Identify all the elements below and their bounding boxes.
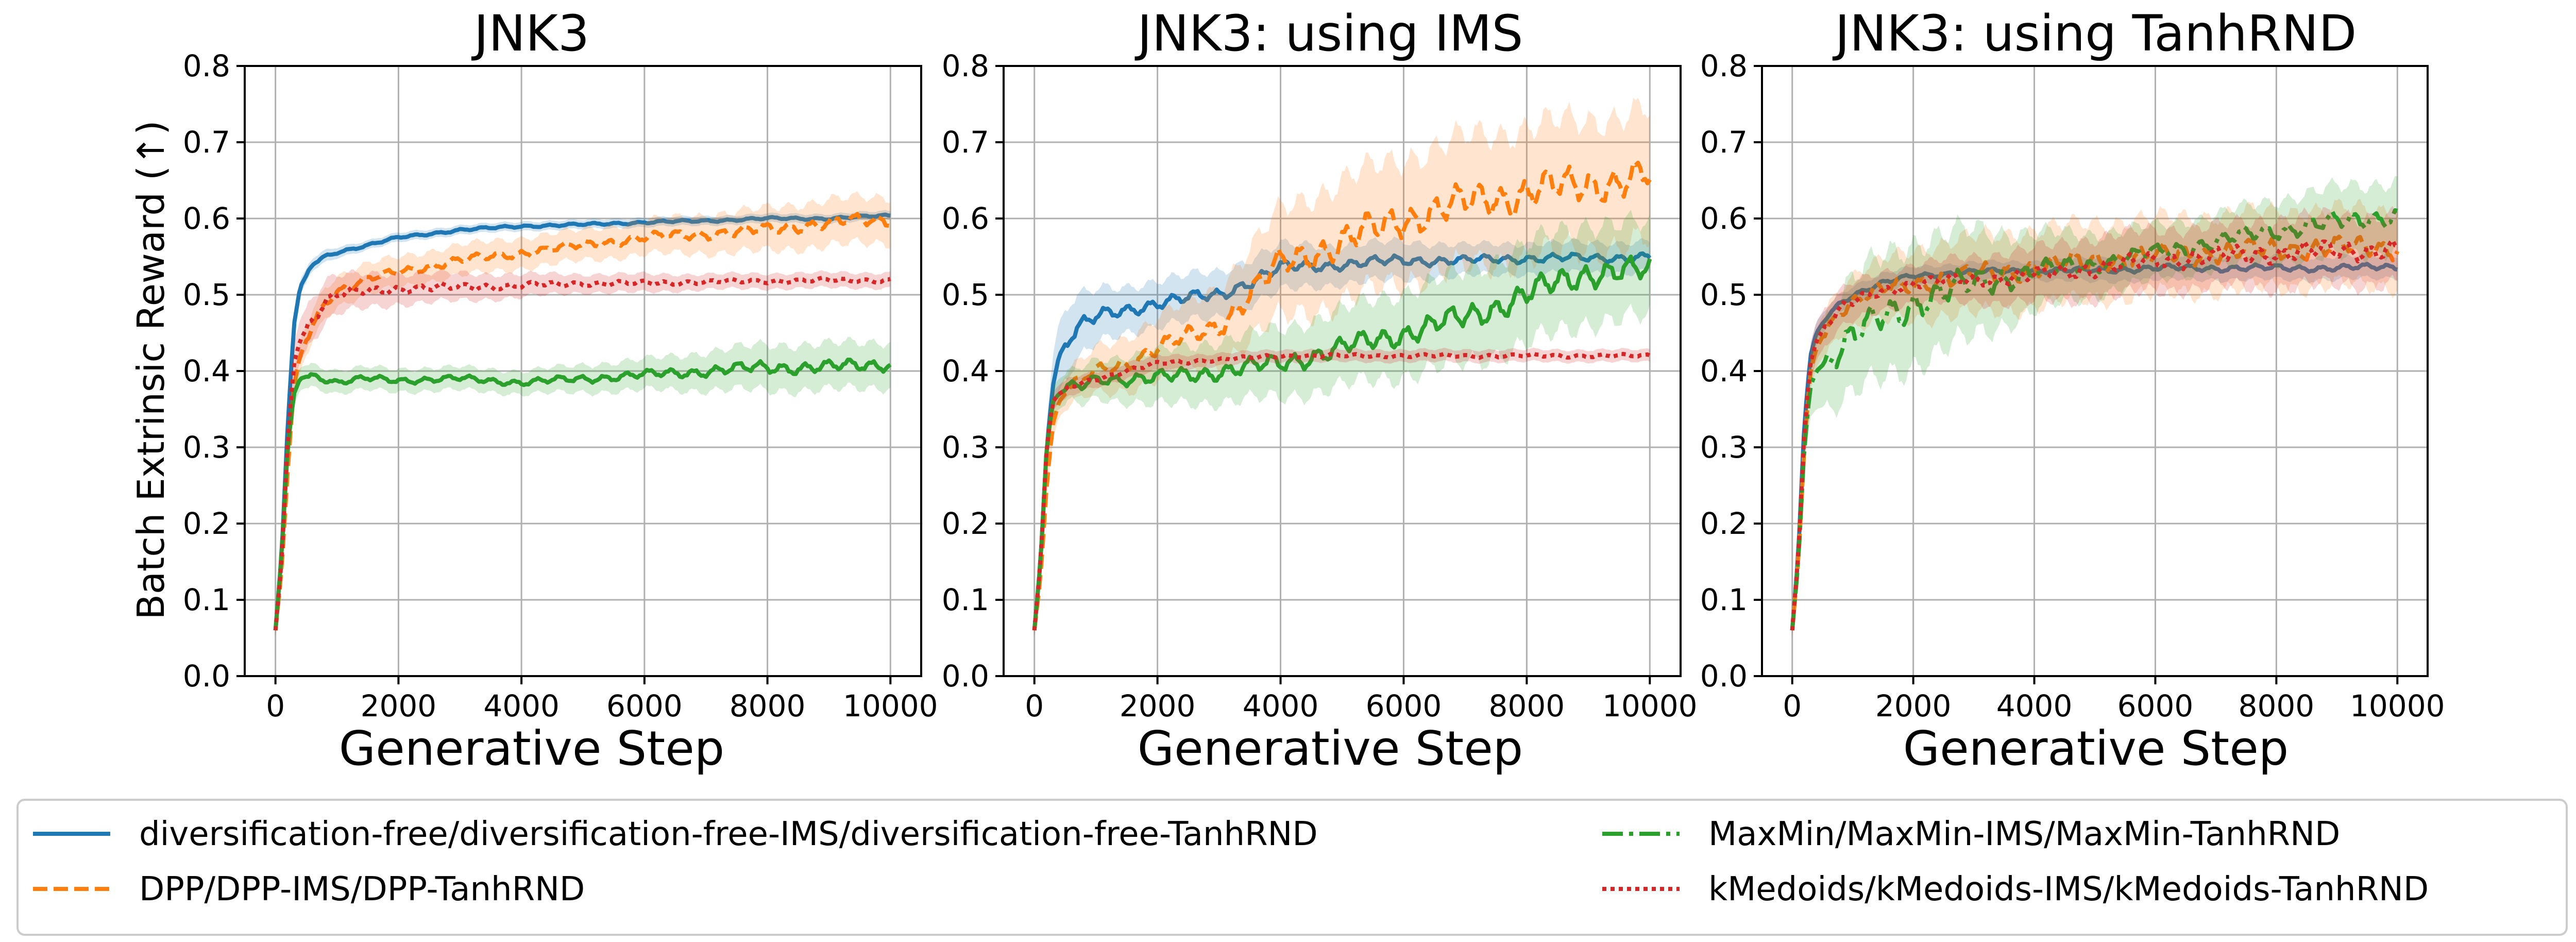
y-tick-label-jnk3: 0.3 xyxy=(183,430,230,465)
panel-jnk3-ims: JNK3: using IMS Generative Step 0 2000 400… xyxy=(942,5,1698,776)
line-dpp xyxy=(273,212,891,631)
y-tick-label-jnk3-using-ims: 0.6 xyxy=(942,201,989,236)
x-tick-label-jnk3: 0 xyxy=(266,688,285,724)
line-kmedoids xyxy=(273,276,891,631)
x-tick-label-jnk3-using-ims: 10000 xyxy=(1602,688,1698,724)
panel-title-jnk3-tanhrnd: JNK3: using TanhRND xyxy=(1833,5,2357,62)
y-tick-label-jnk3-using-tanhrnd: 0.1 xyxy=(1700,582,1748,617)
y-tick-label-jnk3: 0.8 xyxy=(183,48,230,83)
y-tick-label-jnk3: 0.6 xyxy=(183,201,230,236)
x-tick-label-jnk3-using-ims: 4000 xyxy=(1243,688,1319,724)
y-tick-label-jnk3-using-tanhrnd: 0.5 xyxy=(1700,277,1748,312)
x-tick-label-jnk3: 8000 xyxy=(730,688,806,724)
y-tick-label-jnk3-using-ims: 0.5 xyxy=(942,277,989,312)
panel-title-jnk3: JNK3 xyxy=(471,5,589,62)
x-tick-label-jnk3-using-ims: 8000 xyxy=(1489,688,1565,724)
line-maxmin-tanhrnd xyxy=(1790,208,2398,631)
line-maxmin-ims xyxy=(1032,254,1652,631)
line-diversification-free-ims xyxy=(1032,251,1652,631)
band-dpp-tanhrnd xyxy=(1792,198,2398,636)
y-tick-label-jnk3-using-ims: 0.1 xyxy=(942,582,989,617)
y-tick-label-jnk3-using-ims: 0.7 xyxy=(942,125,989,160)
y-tick-label-jnk3: 0.4 xyxy=(183,354,230,389)
y-tick-label-jnk3-using-ims: 0.2 xyxy=(942,506,989,541)
line-maxmin xyxy=(273,358,892,631)
line-kmedoids-tanhrnd xyxy=(1790,238,2398,631)
line-diversification-free-tanhrnd xyxy=(1790,262,2398,631)
legend-label-maxmin: MaxMin/MaxMin-IMS/MaxMin-TanhRND xyxy=(1708,815,2340,853)
legend-entry-maxmin: MaxMin/MaxMin-IMS/MaxMin-TanhRND xyxy=(1602,815,2340,853)
y-tick-label-jnk3: 0.7 xyxy=(183,125,230,160)
x-tick-label-jnk3-using-tanhrnd: 0 xyxy=(1783,688,1802,724)
band-dpp-ims xyxy=(1034,98,1650,636)
y-tick-label-jnk3-using-ims: 0.0 xyxy=(942,659,989,694)
y-tick-label-jnk3: 0.2 xyxy=(183,506,230,541)
legend-label-dpp: DPP/DPP-IMS/DPP-TanhRND xyxy=(139,870,585,909)
band-kmedoids xyxy=(275,268,891,636)
x-tick-label-jnk3: 2000 xyxy=(361,688,437,724)
band-maxmin xyxy=(275,337,891,636)
x-axis-label-jnk3-tanhrnd: Generative Step xyxy=(1903,721,2289,776)
panel-jnk3-tanhrnd: JNK3: using TanhRND Generative Step 0 200… xyxy=(1700,5,2445,776)
legend-entry-dpp: DPP/DPP-IMS/DPP-TanhRND xyxy=(33,870,585,909)
line-dpp-ims xyxy=(1032,160,1652,631)
y-tick-label-jnk3-using-tanhrnd: 0.8 xyxy=(1700,48,1748,83)
y-tick-label-jnk3-using-ims: 0.3 xyxy=(942,430,989,465)
x-tick-label-jnk3-using-tanhrnd: 8000 xyxy=(2239,688,2315,724)
y-tick-label-jnk3: 0.0 xyxy=(183,659,230,694)
legend-entry-diversification-free: diversification-free/diversification-fre… xyxy=(33,815,1318,853)
legend-label-kmedoids: kMedoids/kMedoids-IMS/kMedoids-TanhRND xyxy=(1708,870,2429,909)
line-diversification-free xyxy=(273,212,891,631)
x-tick-label-jnk3-using-tanhrnd: 2000 xyxy=(1875,688,1952,724)
x-tick-label-jnk3-using-ims: 6000 xyxy=(1366,688,1442,724)
x-tick-label-jnk3-using-tanhrnd: 4000 xyxy=(1996,688,2073,724)
x-tick-label-jnk3-using-ims: 0 xyxy=(1025,688,1044,724)
y-tick-label-jnk3: 0.5 xyxy=(183,277,230,312)
y-tick-label-jnk3-using-tanhrnd: 0.2 xyxy=(1700,506,1748,541)
panel-title-jnk3-ims: JNK3: using IMS xyxy=(1135,5,1523,62)
y-tick-label-jnk3-using-tanhrnd: 0.0 xyxy=(1700,659,1748,694)
y-tick-label-jnk3-using-tanhrnd: 0.3 xyxy=(1700,430,1748,465)
y-tick-label-jnk3-using-tanhrnd: 0.6 xyxy=(1700,201,1748,236)
x-tick-label-jnk3: 6000 xyxy=(606,688,683,724)
y-tick-label-jnk3: 0.1 xyxy=(183,582,230,617)
x-tick-label-jnk3-using-tanhrnd: 10000 xyxy=(2350,688,2445,724)
y-tick-label-jnk3-using-tanhrnd: 0.7 xyxy=(1700,125,1748,160)
x-tick-label-jnk3-using-tanhrnd: 6000 xyxy=(2117,688,2194,724)
y-tick-label-jnk3-using-ims: 0.8 xyxy=(942,48,989,83)
y-tick-label-jnk3-using-tanhrnd: 0.4 xyxy=(1700,354,1748,389)
band-maxmin-tanhrnd xyxy=(1792,176,2398,636)
y-tick-label-jnk3-using-ims: 0.4 xyxy=(942,354,989,389)
legend-entry-kmedoids: kMedoids/kMedoids-IMS/kMedoids-TanhRND xyxy=(1602,870,2429,909)
line-dpp-tanhrnd xyxy=(1790,234,2399,631)
x-axis-label-jnk3-ims: Generative Step xyxy=(1138,721,1523,776)
legend: diversification-free/diversification-fre… xyxy=(16,799,2568,936)
band-maxmin-ims xyxy=(1034,209,1650,636)
band-diversification-free-tanhrnd xyxy=(1792,252,2398,636)
x-tick-label-jnk3: 10000 xyxy=(843,688,938,724)
x-tick-label-jnk3-using-ims: 2000 xyxy=(1120,688,1196,724)
band-kmedoids-ims xyxy=(1034,347,1650,636)
legend-label-diversification-free: diversification-free/diversification-fre… xyxy=(139,815,1318,853)
x-axis-label-jnk3: Generative Step xyxy=(339,721,724,776)
band-kmedoids-tanhrnd xyxy=(1792,206,2398,636)
y-axis-label: Batch Extrinsic Reward (↑) xyxy=(129,121,173,620)
legend-frame xyxy=(16,799,2568,936)
panel-jnk3: JNK3 Generative Step 0 2000 4000 6000 8000 10… xyxy=(183,5,938,776)
x-tick-label-jnk3: 4000 xyxy=(483,688,560,724)
band-dpp xyxy=(275,191,891,636)
